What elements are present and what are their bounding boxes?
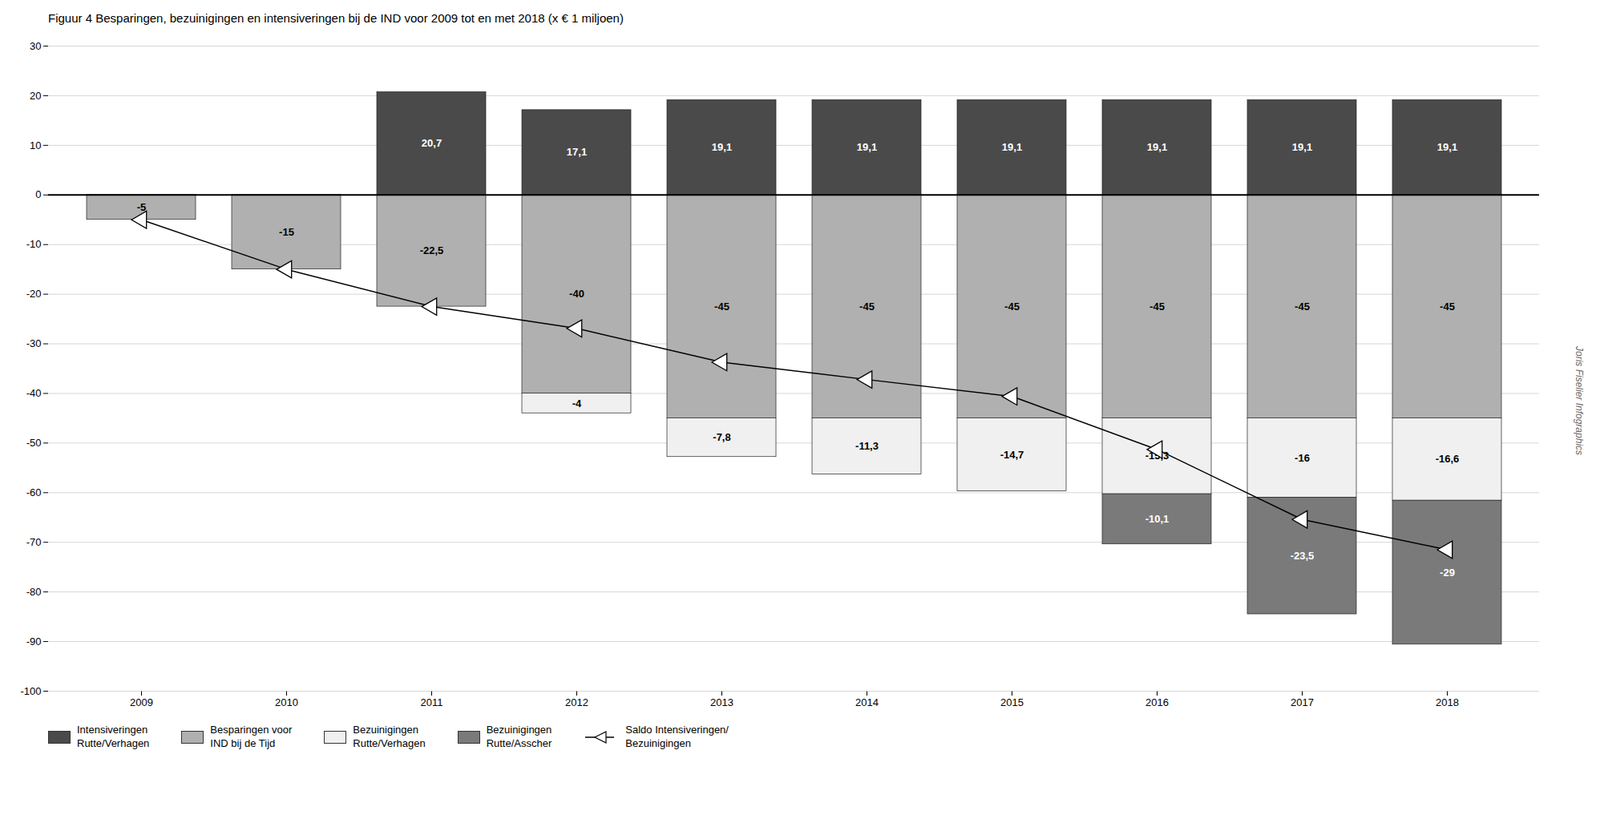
html-text:Joris Fiselier Infographics: Joris Fiselier Infographics (1573, 346, 1585, 456)
svg-text:2017: 2017 (1290, 696, 1314, 709)
svg-text:2014: 2014 (855, 696, 879, 709)
svg-text:20: 20 (29, 89, 41, 102)
svg-text:-14,7: -14,7 (1000, 448, 1025, 461)
svg-text:17,1: 17,1 (566, 145, 587, 158)
svg-text:-90: -90 (26, 635, 42, 648)
svg-text:-11,3: -11,3 (855, 440, 879, 453)
svg-text:-45: -45 (714, 300, 730, 313)
svg-text:2009: 2009 (129, 696, 154, 709)
html-text:Figuur 4 Besparingen, bezuinig: Figuur 4 Besparingen, bezuinigingen en i… (48, 11, 624, 25)
svg-text:19,1: 19,1 (856, 141, 877, 154)
svg-text:-22,5: -22,5 (420, 244, 445, 257)
svg-text:-45: -45 (1149, 300, 1165, 313)
svg-text:-50: -50 (26, 436, 42, 449)
svg-text:2018: 2018 (1435, 696, 1459, 709)
svg-text:0: 0 (35, 188, 41, 201)
svg-text:-23,5: -23,5 (1290, 549, 1315, 562)
svg-text:2010: 2010 (274, 696, 299, 709)
svg-text:-45: -45 (1004, 300, 1020, 313)
svg-text:-4: -4 (572, 397, 582, 410)
svg-text:30: 30 (29, 40, 41, 53)
svg-text:19,1: 19,1 (711, 141, 732, 154)
svg-text:-100: -100 (20, 685, 41, 698)
svg-text:19,1: 19,1 (1437, 141, 1458, 154)
svg-text:-60: -60 (26, 486, 42, 499)
svg-text:-20: -20 (26, 287, 42, 300)
svg-text:19,1: 19,1 (1292, 141, 1313, 154)
html-text:Besparingen voor IND bij de Ti: Besparingen voor IND bij de Tijd (210, 723, 293, 750)
svg-text:-10: -10 (26, 238, 42, 251)
svg-text:20,7: 20,7 (421, 137, 442, 150)
svg-text:19,1: 19,1 (1147, 141, 1168, 154)
svg-text:-16,6: -16,6 (1435, 452, 1460, 465)
svg-text:10: 10 (29, 139, 41, 152)
svg-text:-45: -45 (1294, 300, 1310, 313)
svg-text:2015: 2015 (1000, 696, 1024, 709)
svg-text:2012: 2012 (565, 696, 589, 709)
html-text:Bezuinigingen Rutte/Asscher: Bezuinigingen Rutte/Asscher (486, 723, 552, 750)
svg-text:-45: -45 (1439, 300, 1455, 313)
html-text:Saldo Intensiveringen/ Bezuini: Saldo Intensiveringen/ Bezuinigingen (625, 723, 729, 750)
html-text:Bezuinigingen Rutte/Verhagen: Bezuinigingen Rutte/Verhagen (352, 723, 426, 750)
html-text:Intensiveringen Rutte/Verhagen: Intensiveringen Rutte/Verhagen (76, 723, 150, 750)
svg-text:2011: 2011 (420, 696, 444, 709)
svg-text:-15,3: -15,3 (1145, 450, 1169, 463)
svg-text:-29: -29 (1439, 566, 1455, 579)
svg-text:2013: 2013 (710, 696, 734, 709)
svg-text:-16: -16 (1294, 452, 1310, 465)
svg-text:-80: -80 (26, 585, 42, 598)
svg-text:-70: -70 (26, 536, 42, 549)
svg-text:-7,8: -7,8 (712, 431, 731, 444)
svg-text:19,1: 19,1 (1002, 141, 1023, 154)
svg-text:-40: -40 (569, 287, 585, 300)
svg-text:-30: -30 (26, 337, 42, 350)
svg-text:-40: -40 (26, 387, 42, 400)
svg-text:-15: -15 (278, 226, 295, 239)
svg-text:2016: 2016 (1145, 696, 1169, 709)
svg-text:-5: -5 (137, 201, 147, 214)
svg-text:-45: -45 (859, 300, 875, 313)
svg-text:-10,1: -10,1 (1145, 513, 1170, 526)
